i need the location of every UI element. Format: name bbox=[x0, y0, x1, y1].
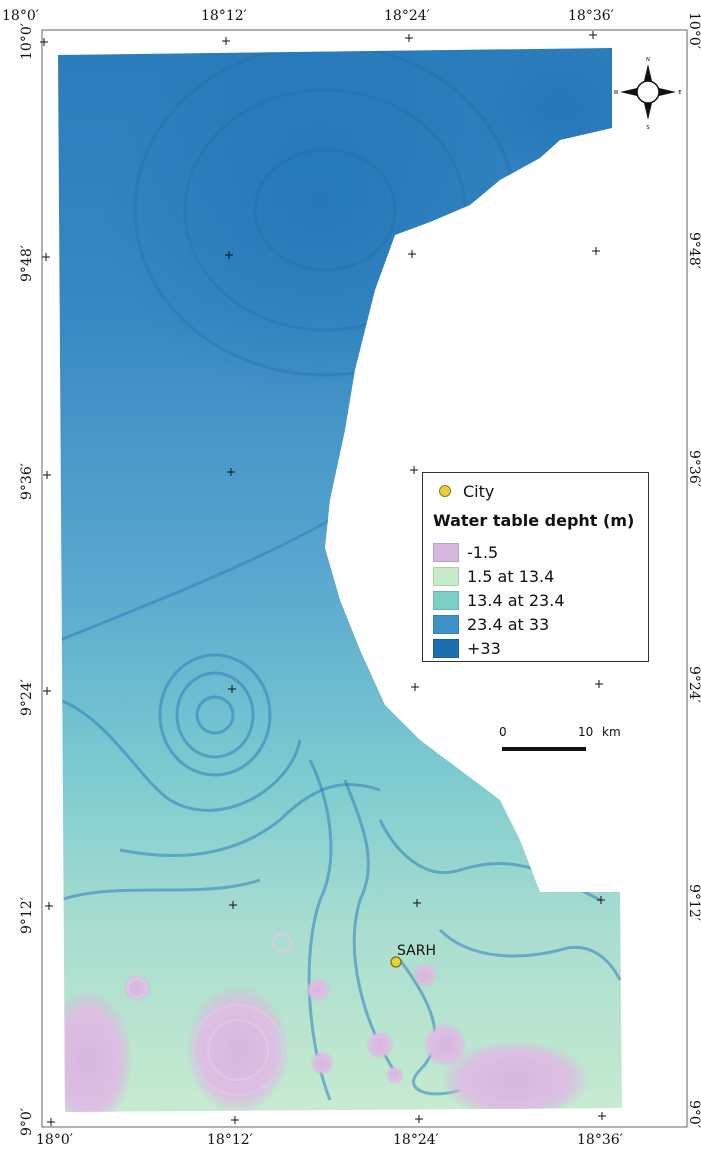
graticule-crosses bbox=[40, 31, 606, 1126]
legend-class-row: 13.4 at 23.4 bbox=[433, 589, 565, 611]
legend-class-label-5: +33 bbox=[467, 638, 501, 658]
legend-class-row: +33 bbox=[433, 637, 501, 659]
map-legend: City Water table depht (m) -1.5 1.5 at 1… bbox=[422, 472, 649, 662]
legend-class-row: -1.5 bbox=[433, 541, 498, 563]
lon-label-bottom-4: 18°36′ bbox=[577, 1132, 623, 1148]
legend-class-row: 1.5 at 13.4 bbox=[433, 565, 554, 587]
lat-label-right-4: 9°24′ bbox=[686, 666, 701, 703]
city-marker-sarh bbox=[390, 956, 402, 968]
legend-class-label-1: -1.5 bbox=[467, 542, 499, 562]
lat-label-left-4: 9°24′ bbox=[19, 679, 35, 716]
lat-label-right-6: 9°0′ bbox=[686, 1100, 701, 1128]
legend-city-label: City bbox=[463, 481, 495, 501]
legend-class-label-3: 13.4 at 23.4 bbox=[467, 590, 565, 610]
lat-label-left-2: 9°48′ bbox=[19, 245, 35, 282]
lon-label-top-2: 18°12′ bbox=[201, 8, 247, 24]
lon-label-top-4: 18°36′ bbox=[568, 8, 614, 24]
legend-swatch-1 bbox=[433, 542, 459, 562]
south-label: S bbox=[646, 125, 649, 131]
north-label: N bbox=[646, 57, 650, 63]
scale-label-end: 10 bbox=[578, 725, 594, 739]
lat-label-right-2: 9°48′ bbox=[686, 232, 701, 269]
city-label-sarh: SARH bbox=[397, 943, 436, 959]
west-label: W bbox=[614, 90, 619, 96]
legend-class-label-4: 23.4 at 33 bbox=[467, 614, 550, 634]
lat-label-left-5: 9°12′ bbox=[19, 897, 35, 934]
legend-class-row: 23.4 at 33 bbox=[433, 613, 549, 635]
city-symbol-icon bbox=[439, 485, 451, 497]
legend-swatch-5 bbox=[433, 638, 459, 658]
lat-label-left-6: 9°0′ bbox=[19, 1108, 35, 1136]
lat-label-left-3: 9°36′ bbox=[19, 463, 35, 500]
legend-class-label-2: 1.5 at 13.4 bbox=[467, 566, 555, 586]
legend-swatch-4 bbox=[433, 614, 459, 634]
lon-label-bottom-3: 18°24′ bbox=[393, 1132, 439, 1148]
east-label: E bbox=[678, 90, 681, 96]
legend-title: Water table depht (m) bbox=[433, 511, 635, 530]
lat-label-right-1: 10°0′ bbox=[686, 12, 701, 49]
legend-swatch-3 bbox=[433, 590, 459, 610]
scale-label-unit: km bbox=[602, 725, 621, 739]
lon-label-top-1: 18°0′ bbox=[2, 8, 39, 24]
lon-label-top-3: 18°24′ bbox=[384, 8, 430, 24]
legend-city-row: City bbox=[433, 480, 494, 502]
lat-label-right-3: 9°36′ bbox=[686, 450, 701, 487]
lon-label-bottom-1: 18°0′ bbox=[36, 1132, 73, 1148]
scale-label-start: 0 bbox=[499, 725, 507, 739]
lat-label-left-1: 10°0′ bbox=[19, 23, 35, 60]
north-arrow-icon: N S E W bbox=[614, 57, 682, 131]
legend-swatch-2 bbox=[433, 566, 459, 586]
scale-bar bbox=[502, 747, 586, 751]
lat-label-right-5: 9°12′ bbox=[686, 884, 701, 921]
lon-label-bottom-2: 18°12′ bbox=[207, 1132, 253, 1148]
